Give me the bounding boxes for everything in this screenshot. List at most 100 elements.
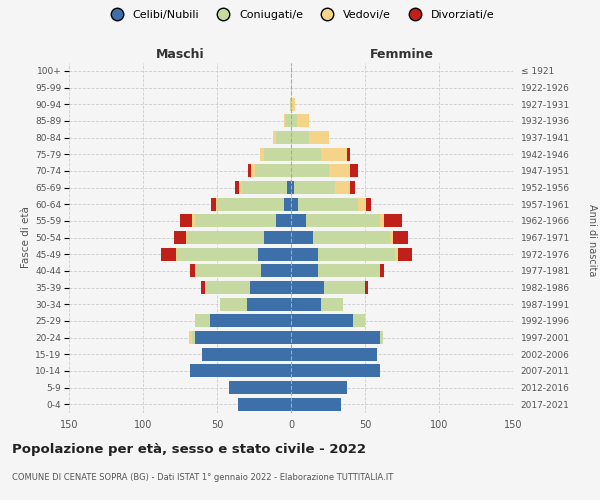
Text: COMUNE DI CENATE SOPRA (BG) - Dati ISTAT 1° gennaio 2022 - Elaborazione TUTTITAL: COMUNE DI CENATE SOPRA (BG) - Dati ISTAT… xyxy=(12,472,393,482)
Bar xyxy=(260,148,265,160)
Bar xyxy=(195,314,209,328)
Bar xyxy=(190,264,195,278)
Bar xyxy=(306,214,380,228)
Bar xyxy=(358,198,367,210)
Bar xyxy=(390,231,393,244)
Bar xyxy=(265,231,291,244)
Bar xyxy=(238,398,291,410)
Bar xyxy=(365,281,368,294)
Bar xyxy=(273,131,276,144)
Bar xyxy=(329,164,350,177)
Bar xyxy=(291,214,306,228)
Bar xyxy=(209,314,291,328)
Bar xyxy=(380,264,384,278)
Bar xyxy=(192,214,195,228)
Bar xyxy=(291,148,320,160)
Bar xyxy=(317,248,395,260)
Bar xyxy=(190,364,291,378)
Bar xyxy=(242,181,287,194)
Bar xyxy=(220,298,247,310)
Bar xyxy=(294,181,335,194)
Bar xyxy=(291,381,347,394)
Bar xyxy=(265,148,291,160)
Bar xyxy=(291,181,294,194)
Bar xyxy=(291,198,298,210)
Bar xyxy=(291,98,292,110)
Bar xyxy=(235,181,239,194)
Bar xyxy=(384,214,402,228)
Text: Femmine: Femmine xyxy=(370,48,434,61)
Bar xyxy=(287,181,291,194)
Bar xyxy=(180,214,192,228)
Bar xyxy=(250,281,291,294)
Y-axis label: Fasce di età: Fasce di età xyxy=(21,206,31,268)
Legend: Celibi/Nubili, Coniugati/e, Vedovi/e, Divorziati/e: Celibi/Nubili, Coniugati/e, Vedovi/e, Di… xyxy=(101,6,499,25)
Bar xyxy=(398,248,412,260)
Bar xyxy=(276,131,291,144)
Bar xyxy=(320,148,347,160)
Bar xyxy=(247,298,291,310)
Bar xyxy=(176,248,177,260)
Bar xyxy=(395,248,398,260)
Bar xyxy=(309,131,329,144)
Text: Popolazione per età, sesso e stato civile - 2022: Popolazione per età, sesso e stato civil… xyxy=(12,442,366,456)
Bar xyxy=(292,98,295,110)
Bar xyxy=(262,264,291,278)
Bar xyxy=(251,164,256,177)
Bar xyxy=(317,264,380,278)
Bar xyxy=(291,314,353,328)
Bar xyxy=(367,198,371,210)
Bar xyxy=(393,231,408,244)
Bar xyxy=(276,214,291,228)
Bar xyxy=(320,298,343,310)
Bar xyxy=(335,181,350,194)
Bar xyxy=(284,198,291,210)
Bar xyxy=(256,164,291,177)
Bar xyxy=(174,231,186,244)
Bar xyxy=(291,81,292,94)
Text: Anni di nascita: Anni di nascita xyxy=(587,204,597,276)
Bar xyxy=(313,231,390,244)
Bar xyxy=(284,114,285,128)
Bar xyxy=(290,98,291,110)
Bar xyxy=(291,248,317,260)
Bar xyxy=(285,114,291,128)
Bar xyxy=(291,398,341,410)
Bar xyxy=(259,248,291,260)
Bar xyxy=(211,198,215,210)
Bar xyxy=(215,198,217,210)
Bar xyxy=(161,248,176,260)
Bar xyxy=(297,114,309,128)
Bar xyxy=(291,364,380,378)
Bar xyxy=(347,148,350,160)
Bar xyxy=(291,264,317,278)
Bar xyxy=(248,164,251,177)
Bar xyxy=(201,281,205,294)
Bar xyxy=(291,298,320,310)
Bar xyxy=(239,181,242,194)
Bar xyxy=(350,181,355,194)
Bar xyxy=(217,198,284,210)
Bar xyxy=(291,164,329,177)
Bar xyxy=(291,331,380,344)
Bar xyxy=(195,331,291,344)
Bar xyxy=(353,314,365,328)
Bar xyxy=(291,281,323,294)
Bar xyxy=(291,131,309,144)
Bar xyxy=(177,248,259,260)
Bar xyxy=(350,164,358,177)
Bar xyxy=(380,331,383,344)
Bar xyxy=(187,231,265,244)
Bar xyxy=(192,331,195,344)
Bar xyxy=(202,348,291,360)
Bar xyxy=(189,331,192,344)
Bar xyxy=(205,281,250,294)
Bar xyxy=(298,198,358,210)
Bar xyxy=(229,381,291,394)
Bar xyxy=(186,231,187,244)
Bar xyxy=(195,264,262,278)
Bar xyxy=(291,231,313,244)
Bar xyxy=(291,348,377,360)
Text: Maschi: Maschi xyxy=(155,48,205,61)
Bar xyxy=(195,214,276,228)
